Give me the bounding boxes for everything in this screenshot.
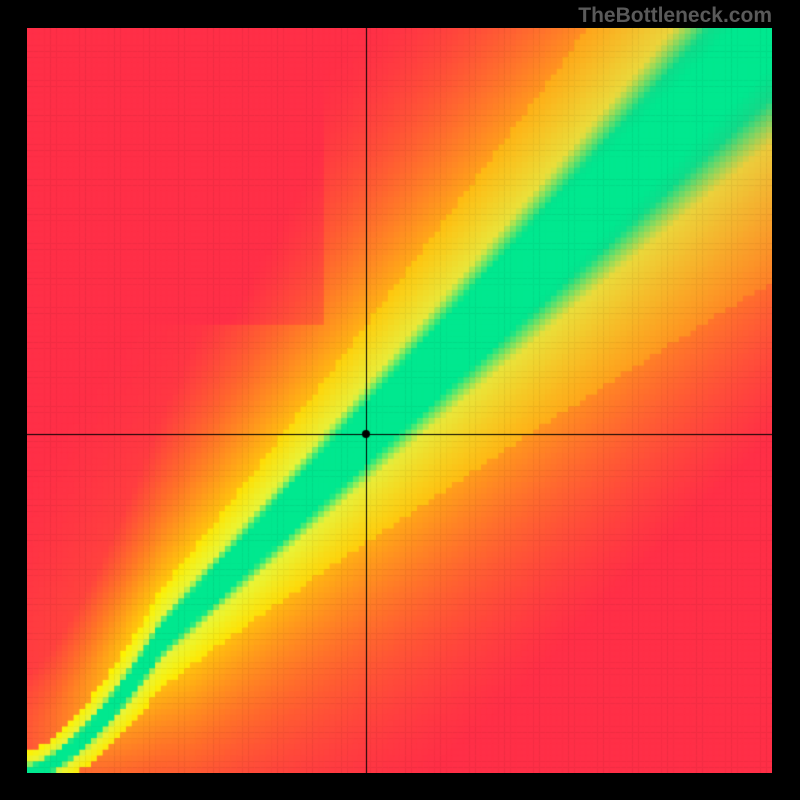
chart-container: TheBottleneck.com bbox=[0, 0, 800, 800]
bottleneck-heatmap bbox=[27, 28, 772, 773]
watermark-text: TheBottleneck.com bbox=[578, 4, 772, 28]
